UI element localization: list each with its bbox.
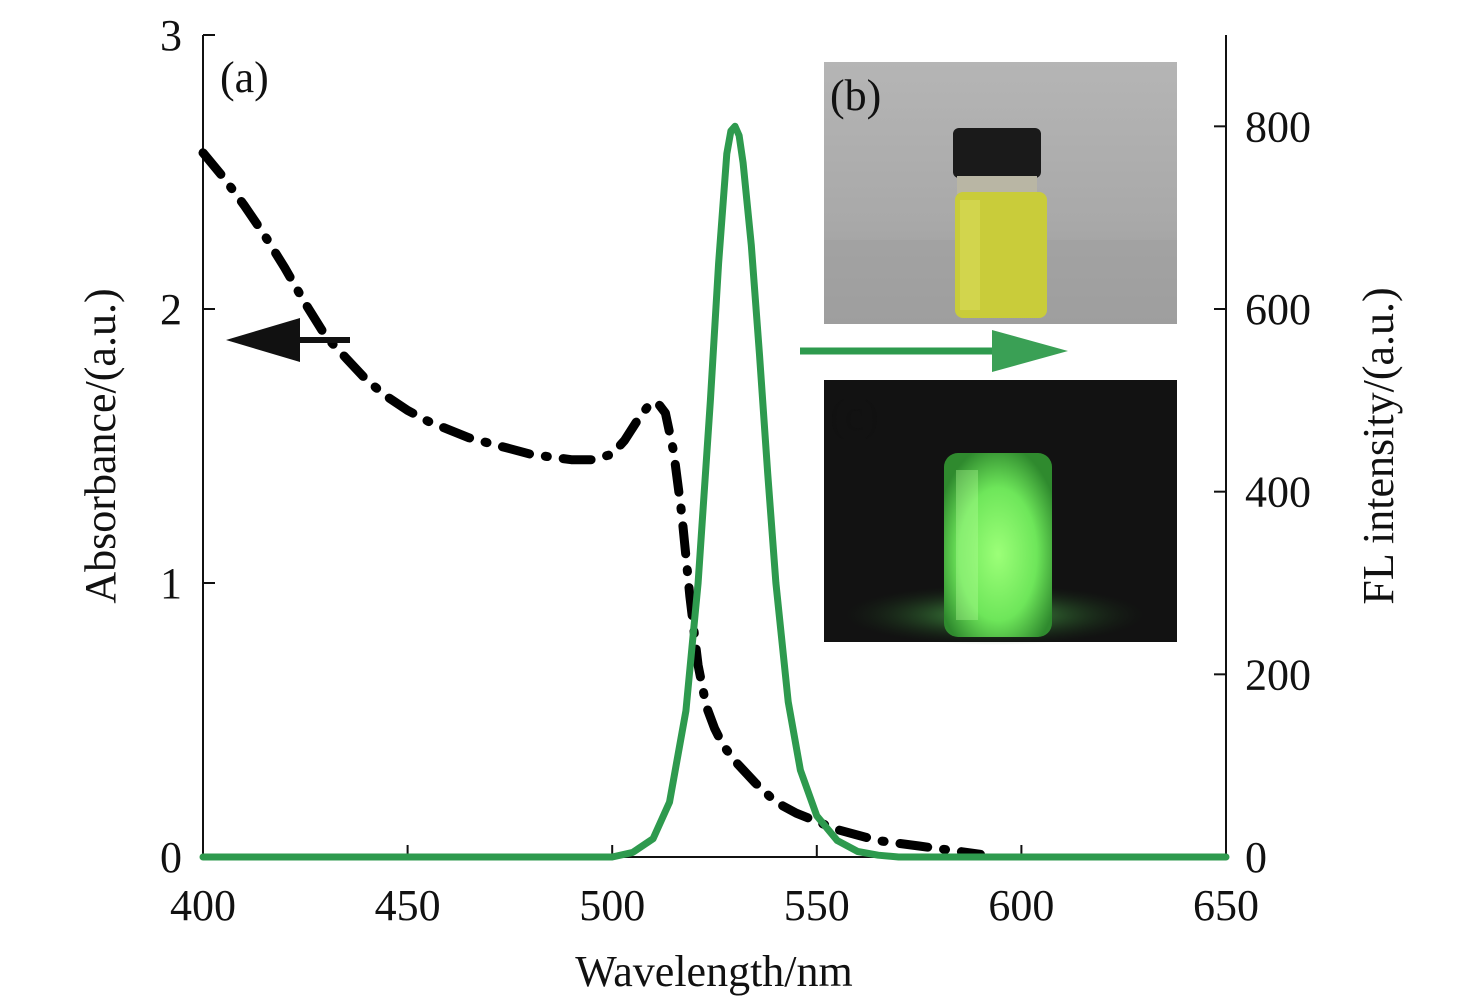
y-tick-label-left: 1 <box>160 559 182 608</box>
left-pointing-arrow <box>226 318 350 362</box>
vial-neck <box>957 176 1037 194</box>
y-tick-label-left: 0 <box>160 833 182 882</box>
y-tick-label-right: 0 <box>1245 833 1267 882</box>
panel-label-c: (c) <box>830 391 879 440</box>
y-axis-label-left: Absorbance/(a.u.) <box>76 288 125 603</box>
panel-label-b: (b) <box>830 71 881 120</box>
x-tick-label: 550 <box>784 881 850 930</box>
x-ticks: 400 450 500 550 600 650 <box>170 845 1259 930</box>
vial-glowing <box>944 453 1052 637</box>
right-pointing-arrow <box>800 330 1068 372</box>
y-tick-label-right: 800 <box>1245 102 1311 151</box>
y-tick-label-right: 400 <box>1245 468 1311 517</box>
inset-photo-c: (c) <box>824 380 1177 645</box>
series-layer <box>198 122 1230 861</box>
vial-cap <box>953 128 1041 178</box>
y-ticks-right: 0 200 400 600 800 <box>1214 102 1311 882</box>
x-tick-label: 650 <box>1193 881 1259 930</box>
y-tick-label-right: 200 <box>1245 650 1311 699</box>
fl-intensity-line <box>199 122 1230 861</box>
panel-label-a: (a) <box>220 53 269 102</box>
x-tick-label: 450 <box>375 881 441 930</box>
inset-photo-b: (b) <box>824 62 1177 324</box>
y-tick-label-right: 600 <box>1245 285 1311 334</box>
x-tick-label: 400 <box>170 881 236 930</box>
x-axis-label: Wavelength/nm <box>575 947 853 996</box>
x-tick-label: 600 <box>988 881 1054 930</box>
y-tick-label-left: 3 <box>160 11 182 60</box>
y-tick-label-left: 2 <box>160 285 182 334</box>
y-axis-label-right: FL intensity/(a.u.) <box>1354 287 1403 604</box>
y-ticks-left: 0 1 2 3 <box>160 11 215 882</box>
x-tick-label: 500 <box>579 881 645 930</box>
